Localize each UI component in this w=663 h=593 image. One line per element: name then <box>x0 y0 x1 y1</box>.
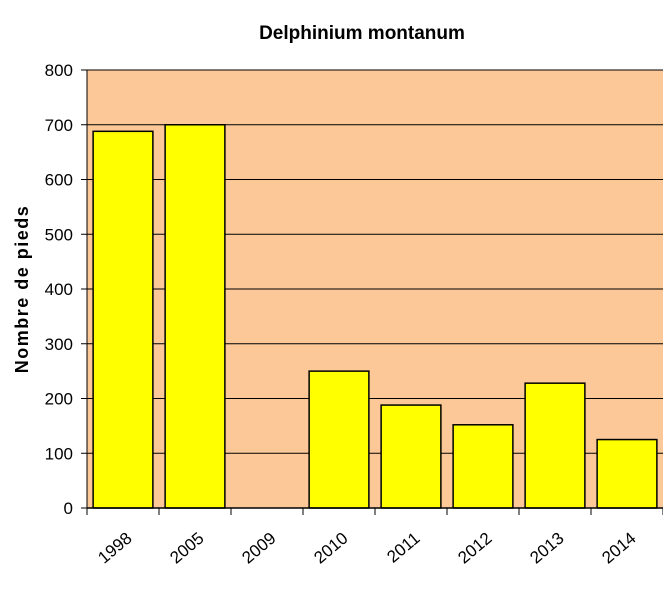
y-tick-label: 300 <box>45 335 73 354</box>
x-tick-label: 2012 <box>454 529 495 568</box>
bar <box>596 438 658 509</box>
x-tick-label: 2014 <box>598 529 639 568</box>
y-tick-label: 500 <box>45 225 73 244</box>
x-tick-label: 1998 <box>94 529 135 568</box>
x-tick-label: 2009 <box>238 529 279 568</box>
chart-title: Delphinium montanum <box>259 23 465 44</box>
y-tick-label: 800 <box>45 61 73 80</box>
x-tick-label: 2013 <box>526 529 567 568</box>
y-tick-label: 0 <box>64 499 73 518</box>
y-tick-label: 200 <box>45 390 73 409</box>
bar <box>380 404 442 509</box>
x-tick-label: 2011 <box>383 529 423 567</box>
y-axis-label: Nombre de pieds <box>12 205 32 374</box>
y-tick-label: 400 <box>45 280 73 299</box>
bar <box>92 130 154 509</box>
x-tick-label: 2010 <box>310 529 351 568</box>
bar <box>452 424 514 509</box>
bar <box>524 382 586 509</box>
y-tick-label: 700 <box>45 116 73 135</box>
y-tick-label: 600 <box>45 171 73 190</box>
bar <box>164 124 226 509</box>
bar <box>308 370 370 509</box>
y-tick-label: 100 <box>45 444 73 463</box>
x-tick-label: 2005 <box>166 529 207 568</box>
